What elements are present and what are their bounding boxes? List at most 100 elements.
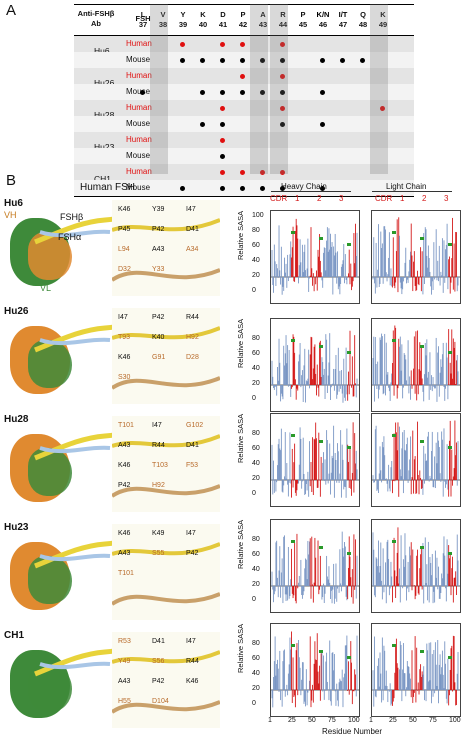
human-contact-dot bbox=[220, 42, 225, 47]
human-label: Human bbox=[126, 71, 152, 80]
cdr-label-light: CDR bbox=[375, 194, 393, 203]
residue-aa: R bbox=[280, 10, 286, 19]
y-tick-label: 40 bbox=[252, 670, 260, 677]
residue-header: V 38 bbox=[152, 10, 174, 30]
mouse-contact-dot bbox=[240, 90, 245, 95]
residue-label: I47 bbox=[186, 206, 196, 213]
residue-number: 45 bbox=[298, 20, 308, 29]
interface-closeup: I47 P42 R44 T93 K40 H92 K46 G91 D28 S30 bbox=[110, 308, 221, 404]
structures-title: Human FSH bbox=[80, 182, 136, 193]
human-contact-dot bbox=[380, 106, 385, 111]
residue-aa: P bbox=[300, 10, 306, 19]
residue-label: D41 bbox=[152, 638, 165, 645]
y-tick-label: 20 bbox=[252, 581, 260, 588]
residue-label: I47 bbox=[152, 422, 162, 429]
structure-label: Hu26 bbox=[4, 306, 29, 317]
residue-aa: Y bbox=[180, 10, 186, 19]
residue-aa: K bbox=[200, 10, 206, 19]
human-contact-dot bbox=[280, 74, 285, 79]
mouse-contact-dot bbox=[280, 186, 285, 191]
human-contact-dot bbox=[260, 170, 265, 175]
sasa-plot-light bbox=[371, 519, 461, 613]
residue-aa: P bbox=[240, 10, 246, 19]
antibody-name: Hu28 bbox=[94, 110, 115, 120]
residue-label: I47 bbox=[118, 314, 128, 321]
contact-marker bbox=[319, 546, 323, 549]
mouse-contact-dot bbox=[320, 90, 325, 95]
contact-marker bbox=[420, 237, 424, 240]
epitope-table: Anti-FSHβ Ab FSH L 37 V 38 Y 39 K 40 D 41 P 42 A 43 R 4… bbox=[74, 4, 414, 197]
residue-label: L94 bbox=[118, 246, 130, 253]
mouse-contact-dot bbox=[220, 154, 225, 159]
residue-label: H92 bbox=[186, 334, 199, 341]
y-tick-label: 0 bbox=[252, 287, 256, 294]
residue-label: I47 bbox=[186, 638, 196, 645]
y-tick-label: 60 bbox=[252, 551, 260, 558]
residue-aa: D bbox=[220, 10, 226, 19]
y-tick-label: 20 bbox=[252, 475, 260, 482]
residue-label: A43 bbox=[152, 246, 165, 253]
sasa-plot-heavy bbox=[270, 413, 360, 507]
contact-marker bbox=[319, 237, 323, 240]
residue-label: R44 bbox=[152, 442, 165, 449]
y-tick-label: 0 bbox=[252, 395, 256, 402]
residue-label: T101 bbox=[118, 422, 134, 429]
antibody-name: Hu6 bbox=[94, 46, 110, 56]
mouse-label: Mouse bbox=[126, 55, 151, 64]
label-vl: VL bbox=[40, 283, 52, 293]
cdr-number: 2 bbox=[422, 194, 427, 203]
cdr-label-heavy: CDR bbox=[270, 194, 288, 203]
residue-header: R 44 bbox=[272, 10, 294, 30]
x-tick-label: 75 bbox=[429, 717, 437, 724]
residue-number: 41 bbox=[218, 20, 228, 29]
residue-number: 39 bbox=[178, 20, 188, 29]
residue-label: S30 bbox=[118, 374, 131, 381]
mouse-contact-dot bbox=[340, 58, 345, 63]
y-tick-label: 80 bbox=[252, 335, 260, 342]
contact-marker bbox=[291, 540, 295, 543]
y-tick-label: 60 bbox=[252, 350, 260, 357]
residue-number: 37 bbox=[138, 20, 148, 29]
y-tick-label: 40 bbox=[252, 365, 260, 372]
y-tick-label: 20 bbox=[252, 685, 260, 692]
mouse-contact-dot bbox=[320, 186, 325, 191]
residue-label: D28 bbox=[186, 354, 199, 361]
residue-aa: Q bbox=[360, 10, 366, 19]
mouse-contact-dot bbox=[200, 90, 205, 95]
residue-label: Y33 bbox=[152, 266, 165, 273]
y-tick-label: 20 bbox=[252, 272, 260, 279]
residue-label: G91 bbox=[152, 354, 166, 361]
structure-label: Hu6 bbox=[4, 198, 23, 209]
residue-header: D 41 bbox=[212, 10, 234, 30]
structure-label: Hu23 bbox=[4, 522, 29, 533]
label-fsha: FSHα bbox=[58, 232, 82, 242]
y-tick-label: 80 bbox=[252, 640, 260, 647]
y-axis-label: Relative SASA bbox=[236, 413, 245, 463]
contact-marker bbox=[319, 650, 323, 653]
y-tick-label: 80 bbox=[252, 536, 260, 543]
contact-marker bbox=[392, 644, 396, 647]
mouse-contact-dot bbox=[280, 122, 285, 127]
interface-closeup: K46 K49 I47 A43 S55 P42 T101 bbox=[110, 524, 221, 620]
residue-aa: L bbox=[140, 10, 146, 19]
residue-header: Y 39 bbox=[172, 10, 194, 30]
table-row: Hu26 Human bbox=[74, 68, 414, 88]
sasa-plot-heavy bbox=[270, 519, 360, 613]
residue-aa: I/T bbox=[338, 10, 348, 19]
contact-marker bbox=[448, 656, 452, 659]
residue-label: K49 bbox=[152, 530, 165, 537]
residue-label: T103 bbox=[152, 462, 168, 469]
shaded-column bbox=[370, 4, 388, 174]
residue-header: L 37 bbox=[132, 10, 154, 30]
mouse-contact-dot bbox=[220, 122, 225, 127]
y-tick-label: 80 bbox=[252, 227, 260, 234]
human-contact-dot bbox=[280, 170, 285, 175]
x-tick-label: 100 bbox=[449, 717, 461, 724]
mouse-contact-dot bbox=[260, 186, 265, 191]
residue-label: K46 bbox=[118, 530, 131, 537]
residue-aa: K bbox=[380, 10, 386, 19]
residue-label: P42 bbox=[186, 550, 199, 557]
table-row: Mouse bbox=[74, 52, 414, 68]
contact-marker bbox=[347, 552, 351, 555]
residue-label: G102 bbox=[186, 422, 204, 429]
